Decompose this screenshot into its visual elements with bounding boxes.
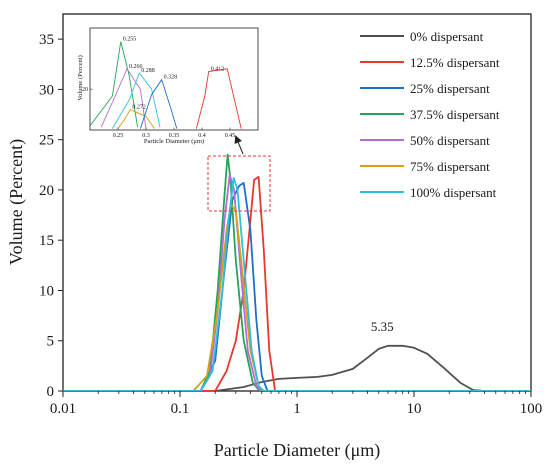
inset-peak-label: 0.288 — [141, 68, 155, 74]
series-50-dispersant — [63, 173, 531, 391]
inset-peak-label: 0.328 — [164, 75, 178, 81]
zoom-region-box — [207, 155, 271, 212]
series-lines — [63, 153, 531, 391]
x-tick-label: 100 — [520, 401, 543, 417]
inset-series-line — [112, 71, 161, 129]
y-tick-label: 25 — [39, 133, 54, 149]
inset-x-tick-label: 0.25 — [113, 133, 124, 139]
legend-label: 12.5% dispersant — [410, 55, 500, 70]
inset-x-tick-label: 0.45 — [225, 133, 236, 139]
legend-label: 37.5% dispersant — [410, 107, 500, 122]
legend: 0% dispersant 12.5% dispersant 25% dispers… — [360, 29, 500, 200]
x-axis-title: Particle Diameter (μm) — [214, 440, 381, 461]
legend-label: 50% dispersant — [410, 133, 490, 148]
inset-peak-label: 0.412 — [211, 67, 225, 73]
x-tick-label: 0.01 — [50, 401, 76, 417]
inset-y-tick-label: 20 — [82, 87, 88, 93]
inset-x-tick-label: 0.3 — [142, 133, 150, 139]
zoom-arrow — [234, 135, 244, 155]
inset-x-tick-label: 0.4 — [198, 133, 206, 139]
series-75-dispersant — [63, 204, 531, 391]
inset-x-tick-label: 0.35 — [169, 133, 180, 139]
inset-y-axis-title: Volume (Percent) — [77, 55, 84, 101]
y-axis-ticks: 0 5 10 15 20 25 30 35 — [39, 32, 63, 400]
legend-label: 0% dispersant — [410, 29, 484, 44]
x-axis-ticks: 0.01 0.1 1 10 100 — [50, 391, 542, 417]
series-100-dispersant — [63, 176, 531, 391]
series-12-5-dispersant — [63, 175, 531, 391]
x-tick-label: 10 — [407, 401, 422, 417]
peak-annotation-label: 5.35 — [371, 319, 394, 334]
y-tick-label: 35 — [39, 32, 54, 48]
inset-series-line — [100, 67, 147, 129]
legend-label: 100% dispersant — [410, 185, 497, 200]
y-tick-label: 30 — [39, 82, 54, 98]
y-tick-label: 20 — [39, 183, 54, 199]
inset-series-line — [139, 78, 178, 129]
inset-peak-label: 0.272 — [132, 105, 146, 111]
y-tick-label: 5 — [47, 334, 55, 350]
y-tick-label: 15 — [39, 233, 54, 249]
inset-series-line — [195, 68, 242, 129]
inset-ticks: 0.25 0.3 0.35 0.4 0.45 20 — [82, 87, 235, 139]
legend-label: 25% dispersant — [410, 81, 490, 96]
inset-series-lines — [90, 41, 242, 129]
y-tick-label: 0 — [47, 384, 55, 400]
inset-peak-label: 0.255 — [123, 37, 137, 43]
x-tick-label: 0.1 — [171, 401, 190, 417]
y-tick-label: 10 — [39, 283, 54, 299]
series-25-dispersant — [63, 181, 531, 391]
y-axis-title: Volume (Percent) — [6, 139, 27, 265]
x-tick-label: 1 — [293, 401, 301, 417]
inset-peak-label: 0.266 — [129, 64, 143, 70]
inset-x-axis-title: Particle Diameter (μm) — [144, 138, 204, 145]
series-0-dispersant — [63, 344, 531, 391]
legend-label: 75% dispersant — [410, 159, 490, 174]
series-37-5-dispersant — [63, 153, 531, 391]
inset-series-line — [117, 109, 155, 129]
